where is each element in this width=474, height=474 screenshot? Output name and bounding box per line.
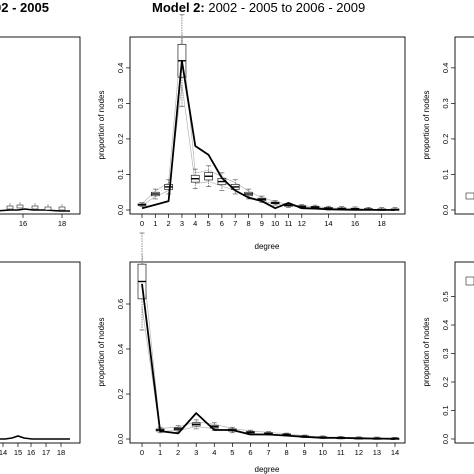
panel-center-bottom-frame — [129, 261, 406, 444]
right-top-plot: 0.0 0.1 0.2 0.3 0.4 — [441, 63, 474, 215]
ct-sim-trace — [141, 84, 395, 211]
cb-xtick-label: 8 — [284, 448, 288, 457]
ct-xtick-label: 12 — [298, 219, 306, 228]
cb-xlabel: degree — [255, 465, 280, 474]
lb-xtick-label: 18 — [57, 448, 65, 457]
ct-ylabel: proportion of nodes — [97, 91, 106, 160]
ct-xtick-label: 9 — [260, 219, 264, 228]
rt-ylabel: proportion of nodes — [422, 91, 431, 160]
cb-xtick-label: 5 — [230, 448, 234, 457]
rb-box — [465, 276, 474, 286]
lb-xtick-label: 14 — [0, 448, 7, 457]
cb-xtick-label: 6 — [248, 448, 252, 457]
rb-ytick-label: 0.0 — [441, 434, 450, 444]
rb-ytick-label: 0.3 — [441, 348, 450, 358]
cb-xtick-label: 2 — [176, 448, 180, 457]
ct-xtick-label: 10 — [271, 219, 279, 228]
lt-xtick-label: 18 — [58, 219, 66, 228]
ct-ytick-label: 0.2 — [116, 134, 125, 144]
rt-ytick-label: 0.4 — [441, 63, 450, 73]
cb-xtick-label: 1 — [158, 448, 162, 457]
left-bottom-plot: 14 15 16 17 18 — [0, 435, 70, 457]
cb-xtick-label: 14 — [391, 448, 399, 457]
lt-box — [58, 206, 66, 211]
rb-ytick-label: 0.4 — [441, 320, 450, 330]
model-title-bold: Model 2: — [152, 0, 205, 15]
ct-xtick-label: 0 — [140, 219, 144, 228]
lt-box — [16, 204, 24, 209]
cb-xtick-label: 7 — [266, 448, 270, 457]
rt-ytick-label: 0.2 — [441, 134, 450, 144]
ct-xtick-label: 5 — [206, 219, 210, 228]
rb-ytick-label: 0.2 — [441, 377, 450, 387]
ct-xtick-label: 14 — [324, 219, 332, 228]
lb-observed-line — [0, 435, 70, 440]
cb-ytick-label: 0.6 — [116, 299, 125, 309]
ct-xtick-label: 3 — [180, 219, 184, 228]
ct-xtick-label: 11 — [285, 219, 293, 228]
cb-ylabel: proportion of nodes — [97, 318, 106, 387]
lt-box — [44, 206, 52, 211]
panel-center-top-frame — [129, 36, 406, 215]
lb-xtick-label: 17 — [42, 448, 50, 457]
ct-xtick-label: 18 — [378, 219, 386, 228]
cb-xtick-label: 4 — [212, 448, 216, 457]
cb-xtick-label: 9 — [303, 448, 307, 457]
cb-xtick-label: 12 — [355, 448, 363, 457]
cb-xtick-label: 13 — [373, 448, 381, 457]
rb-ytick-label: 0.1 — [441, 405, 450, 415]
model-title-rest: 2002 - 2005 to 2006 - 2009 — [205, 0, 365, 15]
cb-observed-line — [141, 283, 396, 440]
rt-box — [465, 192, 474, 200]
panel-right-top-frame — [454, 36, 474, 215]
ct-ytick-label: 0.1 — [116, 169, 125, 179]
rt-ytick-label: 0.1 — [441, 169, 450, 179]
cb-ytick-label: 0.0 — [116, 434, 125, 444]
ct-xtick-label: 1 — [153, 219, 157, 228]
cb-ytick-label: 0.2 — [116, 389, 125, 399]
cb-ytick-label: 0.4 — [116, 344, 125, 354]
rt-ytick-label: 0.0 — [441, 205, 450, 215]
center-bottom-plot: 0 1 2 3 4 5 6 7 8 9 10 11 12 13 140.00.20.40.6 — [116, 232, 400, 457]
panel-left-bottom-frame — [0, 261, 81, 444]
model-title: Model 2: 2002 - 2005 to 2006 - 2009 — [152, 0, 365, 15]
cb-sim-trace — [141, 253, 396, 439]
panel-right-bottom-frame — [454, 261, 474, 444]
ct-ytick-label: 0.0 — [116, 205, 125, 215]
cb-xtick-label: 11 — [337, 448, 345, 457]
ct-xlabel: degree — [255, 242, 280, 251]
lt-box — [6, 205, 14, 210]
rb-ytick-label: 0.5 — [441, 291, 450, 301]
ct-xtick-label: 7 — [233, 219, 237, 228]
lb-xtick-label: 15 — [14, 448, 22, 457]
lt-observed-line — [0, 208, 70, 212]
left-top-plot: 16 18 — [0, 202, 70, 228]
ct-xtick-label: 2 — [167, 219, 171, 228]
partial-left-title: 02 - 2005 — [0, 0, 49, 15]
ct-xtick-label: 6 — [220, 219, 224, 228]
rb-ylabel: proportion of nodes — [422, 318, 431, 387]
rt-ytick-label: 0.3 — [441, 98, 450, 108]
panel-left-top-frame — [0, 36, 81, 215]
ct-observed-line — [141, 59, 396, 211]
ct-xtick-label: 8 — [246, 219, 250, 228]
right-bottom-plot: 0.0 0.1 0.2 0.3 0.4 0.5 — [441, 276, 474, 444]
center-top-plot: 0 1 2 3 4 5 6 7 8 9 10 11 12 14 16 180.00.10.20.30.4 — [116, 14, 400, 228]
ct-xtick-label: 4 — [193, 219, 197, 228]
cb-xtick-label: 0 — [140, 448, 144, 457]
cb-sim-trace — [141, 306, 396, 439]
lb-xtick-label: 16 — [27, 448, 35, 457]
lt-box — [31, 205, 39, 210]
lt-xtick-label: 16 — [19, 219, 27, 228]
ct-ytick-label: 0.4 — [116, 63, 125, 73]
cb-xtick-label: 3 — [194, 448, 198, 457]
cb-xtick-label: 10 — [319, 448, 327, 457]
ct-ytick-label: 0.3 — [116, 98, 125, 108]
ct-xtick-label: 16 — [351, 219, 359, 228]
